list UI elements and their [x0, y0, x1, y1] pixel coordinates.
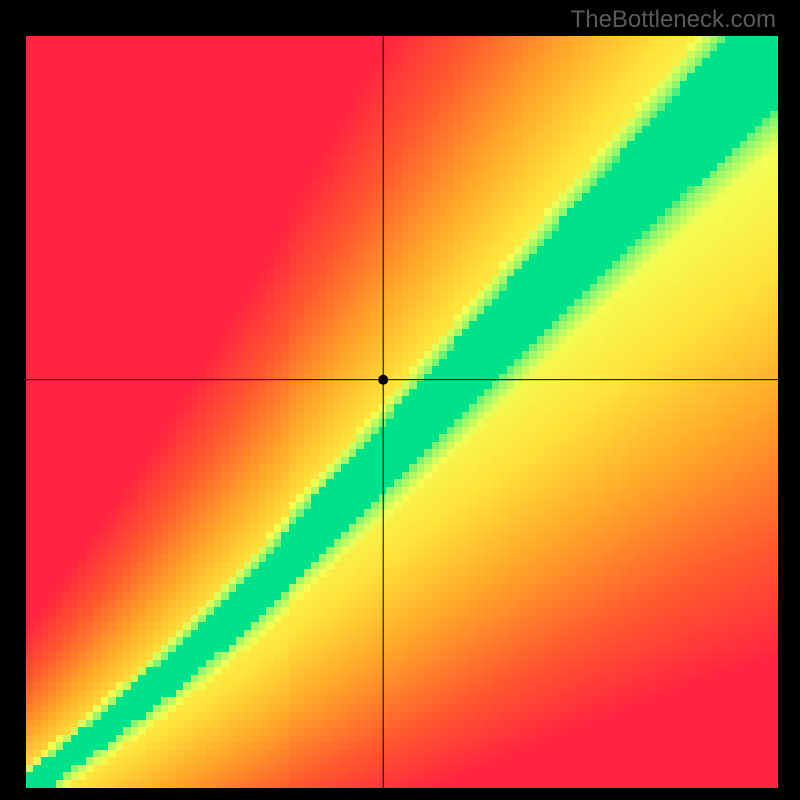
watermark-text: TheBottleneck.com: [571, 6, 776, 34]
bottleneck-heatmap: [26, 36, 778, 788]
